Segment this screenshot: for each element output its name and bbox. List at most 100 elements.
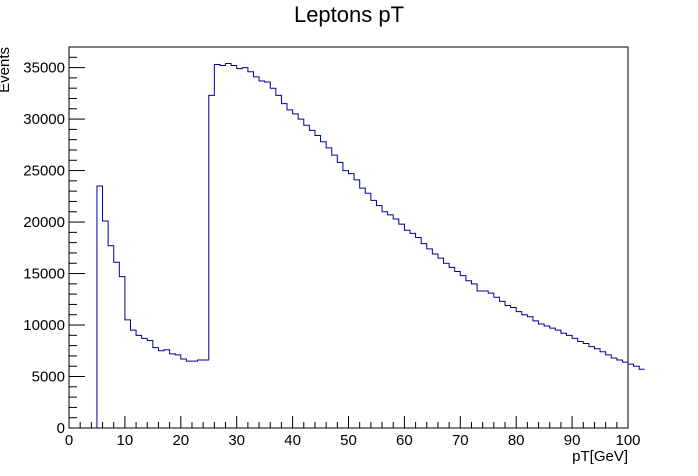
x-tick-label: 100 xyxy=(615,432,640,449)
histogram-bin xyxy=(561,333,567,428)
histogram-bin xyxy=(438,258,444,428)
histogram-bin xyxy=(589,347,595,428)
histogram-bin xyxy=(572,338,578,428)
histogram-bin xyxy=(617,360,623,428)
x-tick-label: 60 xyxy=(396,432,413,449)
histogram-bin xyxy=(382,212,388,428)
histogram-bin xyxy=(192,361,198,428)
histogram-bin xyxy=(460,276,466,428)
histogram-bin xyxy=(281,104,287,428)
histogram-bin xyxy=(471,284,477,428)
histogram-bin xyxy=(639,369,645,428)
histogram-bin xyxy=(628,364,634,428)
histogram-bin xyxy=(494,297,500,428)
x-tick-labels: 0 10 20 30 40 50 60 70 80 90 100 xyxy=(65,432,641,449)
histogram-bin xyxy=(130,330,136,428)
histogram-bin xyxy=(444,263,450,428)
histogram-bin xyxy=(466,281,472,428)
histogram-bin xyxy=(259,81,265,428)
y-tick-label: 10000 xyxy=(23,317,65,334)
histogram-bin xyxy=(539,324,545,428)
histogram-bin xyxy=(136,335,142,428)
histogram-bin xyxy=(360,188,366,428)
histogram-bin xyxy=(147,340,153,428)
histogram-bin xyxy=(253,77,259,428)
histogram-bin xyxy=(103,221,109,428)
histogram-bin xyxy=(175,355,181,428)
histogram-bin xyxy=(393,219,399,428)
y-tick-label: 5000 xyxy=(32,369,65,386)
histogram-bin xyxy=(544,326,550,428)
histogram-bin xyxy=(119,277,125,428)
histogram-bin xyxy=(455,271,461,428)
y-tick-label: 15000 xyxy=(23,266,65,283)
histogram-bin xyxy=(142,338,148,428)
histogram-bin xyxy=(181,359,187,428)
plot-frame xyxy=(68,46,629,429)
x-tick-label: 80 xyxy=(508,432,525,449)
histogram-bin xyxy=(125,320,131,428)
histogram-bin xyxy=(209,95,215,428)
histogram-bin xyxy=(516,312,522,428)
histogram-bin xyxy=(505,305,511,428)
histogram-bin xyxy=(270,88,276,428)
histogram-bin xyxy=(410,233,416,428)
histogram-bin xyxy=(170,354,176,428)
histogram-bin xyxy=(527,317,533,428)
histogram-bin xyxy=(332,155,338,428)
y-tick-label: 20000 xyxy=(23,214,65,231)
histogram-bin xyxy=(416,238,422,429)
histogram-bin xyxy=(158,351,164,428)
histogram-bin xyxy=(483,291,489,428)
y-tick-label: 30000 xyxy=(23,111,65,128)
y-tick-label: 35000 xyxy=(23,60,65,77)
histogram-bin xyxy=(326,148,332,428)
histogram-bin xyxy=(164,350,170,428)
histogram-bin xyxy=(293,114,299,428)
x-tick-label: 90 xyxy=(564,432,581,449)
histogram-bin xyxy=(421,244,427,428)
histogram-bin xyxy=(432,254,438,428)
histogram-bin xyxy=(477,291,483,428)
histogram-bin xyxy=(606,355,612,428)
y-tick-label: 25000 xyxy=(23,163,65,180)
x-tick-label: 30 xyxy=(228,432,245,449)
histogram-bin xyxy=(365,193,371,428)
histogram-bin xyxy=(622,362,628,428)
histogram-bin xyxy=(349,174,355,428)
histogram-bin xyxy=(594,349,600,428)
histogram-bin xyxy=(388,215,394,428)
histogram-bin xyxy=(203,360,209,428)
x-tick-label: 50 xyxy=(340,432,357,449)
histogram-bin xyxy=(499,301,505,428)
histogram-bin xyxy=(287,110,293,428)
histogram-bin xyxy=(114,262,120,428)
histogram-bin xyxy=(214,65,220,428)
histogram-bin xyxy=(600,352,606,428)
y-axis-label: Events xyxy=(0,47,13,93)
histogram-bin xyxy=(578,342,584,428)
x-axis-label: pT[GeV] xyxy=(572,448,628,465)
histogram-bin xyxy=(248,72,254,428)
histogram-bin xyxy=(343,171,349,428)
histogram-bin xyxy=(276,95,282,428)
histogram-bin xyxy=(354,180,360,428)
histogram-bin xyxy=(371,200,377,428)
histogram-bin xyxy=(198,360,204,428)
histogram-bin xyxy=(449,267,455,428)
y-tick-label: 0 xyxy=(57,420,65,437)
chart-title: Leptons pT xyxy=(294,2,404,27)
histogram-bins xyxy=(97,63,645,428)
histogram-bin xyxy=(97,186,103,428)
x-tick-label: 10 xyxy=(117,432,134,449)
histogram-bin xyxy=(511,308,517,428)
histogram-bin xyxy=(404,230,410,428)
histogram-bin xyxy=(399,224,405,428)
histogram-bin xyxy=(583,344,589,428)
histogram-bin xyxy=(226,63,232,428)
histogram-bin xyxy=(522,315,528,428)
histogram-bin xyxy=(265,82,271,428)
histogram-series-line xyxy=(96,62,645,428)
histogram-bin xyxy=(488,293,494,428)
